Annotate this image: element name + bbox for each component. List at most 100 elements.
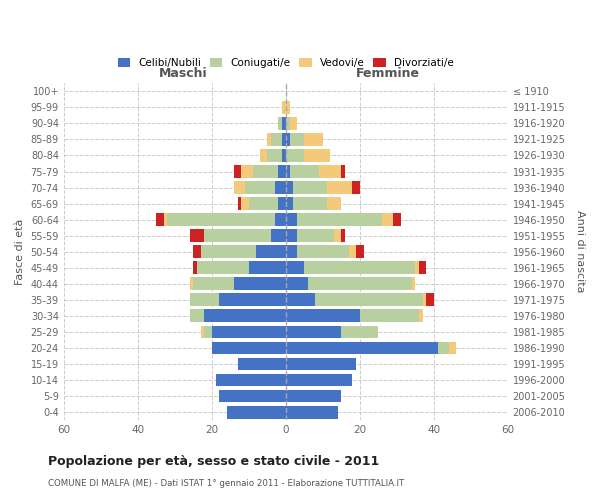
Bar [423,294,427,306]
Bar [293,181,326,194]
Bar [268,133,271,146]
Bar [286,358,356,370]
Bar [419,262,427,274]
Bar [286,181,293,194]
Bar [260,149,268,162]
Bar [334,230,341,242]
Bar [449,342,456,354]
Bar [419,310,423,322]
Bar [241,165,253,178]
Bar [290,165,319,178]
Bar [349,246,356,258]
Bar [412,278,415,290]
Bar [286,342,437,354]
Bar [278,165,286,178]
Bar [360,310,419,322]
Bar [316,294,423,306]
Bar [205,230,271,242]
Bar [352,181,360,194]
Bar [286,149,304,162]
Bar [241,197,249,210]
Bar [234,278,286,290]
Bar [205,326,212,338]
Bar [271,230,286,242]
Bar [308,278,412,290]
Bar [304,149,330,162]
Bar [278,197,286,210]
Bar [286,165,290,178]
Bar [197,262,249,274]
Bar [415,262,419,274]
Bar [212,342,286,354]
Bar [304,133,323,146]
Bar [286,230,297,242]
Legend: Celibi/Nubili, Coniugati/e, Vedovi/e, Divorziati/e: Celibi/Nubili, Coniugati/e, Vedovi/e, Di… [115,55,457,72]
Bar [190,294,219,306]
Bar [215,374,286,386]
Bar [227,406,286,418]
Bar [219,294,286,306]
Bar [156,213,164,226]
Y-axis label: Fasce di età: Fasce di età [15,218,25,285]
Bar [437,342,449,354]
Bar [297,230,334,242]
Bar [286,246,297,258]
Bar [293,197,326,210]
Bar [341,230,345,242]
Bar [326,181,352,194]
Bar [234,165,241,178]
Bar [249,262,286,274]
Bar [356,246,364,258]
Text: Popolazione per età, sesso e stato civile - 2011: Popolazione per età, sesso e stato civil… [48,454,379,468]
Bar [193,246,201,258]
Bar [286,197,293,210]
Bar [212,326,286,338]
Bar [205,310,286,322]
Text: COMUNE DI MALFA (ME) - Dati ISTAT 1° gennaio 2011 - Elaborazione TUTTITALIA.IT: COMUNE DI MALFA (ME) - Dati ISTAT 1° gen… [48,478,404,488]
Bar [238,358,286,370]
Bar [286,117,290,130]
Bar [297,213,382,226]
Bar [271,133,282,146]
Bar [201,326,205,338]
Bar [193,262,197,274]
Y-axis label: Anni di nascita: Anni di nascita [575,210,585,293]
Bar [286,390,341,402]
Bar [286,310,360,322]
Bar [282,133,286,146]
Bar [278,117,282,130]
Bar [201,246,256,258]
Bar [238,197,241,210]
Bar [282,117,286,130]
Bar [282,149,286,162]
Bar [249,197,278,210]
Bar [286,278,308,290]
Bar [167,213,275,226]
Bar [286,213,297,226]
Bar [164,213,167,226]
Bar [341,326,379,338]
Bar [245,181,275,194]
Bar [275,213,286,226]
Bar [190,310,205,322]
Bar [190,278,193,290]
Bar [290,133,304,146]
Bar [282,101,286,114]
Bar [256,246,286,258]
Bar [304,262,415,274]
Bar [286,374,352,386]
Bar [286,101,290,114]
Bar [286,294,316,306]
Bar [219,390,286,402]
Bar [427,294,434,306]
Text: Femmine: Femmine [356,67,420,80]
Bar [326,197,341,210]
Bar [290,117,297,130]
Bar [319,165,341,178]
Bar [234,181,245,194]
Bar [393,213,401,226]
Bar [341,165,345,178]
Bar [193,278,234,290]
Bar [253,165,278,178]
Bar [268,149,282,162]
